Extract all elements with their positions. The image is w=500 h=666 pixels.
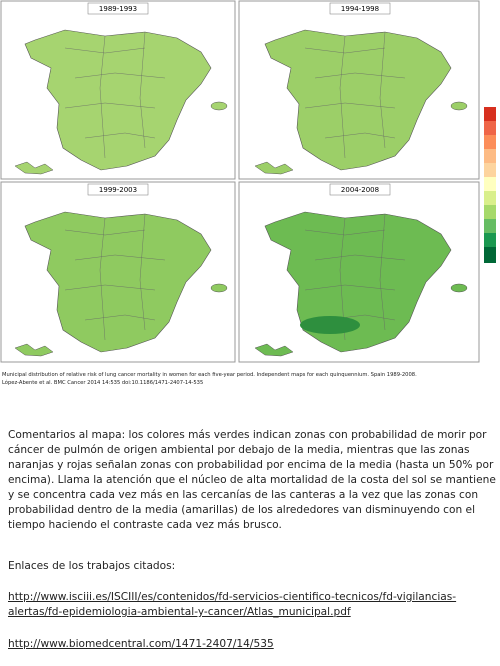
comment-line: encima). Llama la atención que el núcleo… xyxy=(8,474,496,486)
comment-line: cáncer de pulmón de origen ambiental por… xyxy=(8,444,470,456)
color-legend xyxy=(484,107,496,263)
comment-line: tiempo haciendo el contraste cada vez má… xyxy=(8,519,282,531)
comment-line: y se concentra cada vez más en las cerca… xyxy=(8,489,479,501)
maps-figure: 1989-1993 1994-1998 1999-2003 2004-2008 xyxy=(0,0,496,363)
panel-title: 1999-2003 xyxy=(99,186,137,194)
map-panel: 1989-1993 xyxy=(0,0,236,180)
link[interactable]: alertas/fd-epidemiologia-ambiental-y-can… xyxy=(8,606,351,618)
comment-line: probabilidad dentro de la media (amarill… xyxy=(8,504,476,516)
map-panel: 1999-2003 xyxy=(0,181,236,363)
comment-line: Comentarios al mapa: los colores más ver… xyxy=(8,429,487,441)
link[interactable]: http://www.biomedcentral.com/1471-2407/1… xyxy=(8,638,274,650)
map-panel: 1994-1998 xyxy=(238,0,480,180)
caption: López-Abente et al. BMC Cancer 2014 14:5… xyxy=(2,380,204,386)
caption: Municipal distribution of relative risk … xyxy=(2,372,417,378)
panel-title: 2004-2008 xyxy=(341,186,379,194)
panel-title: 1994-1998 xyxy=(341,5,379,13)
panel-title: 1989-1993 xyxy=(99,5,137,13)
map-panel: 2004-2008 xyxy=(238,181,480,363)
link[interactable]: http://www.isciii.es/ISCIII/es/contenido… xyxy=(8,591,457,603)
links-heading: Enlaces de los trabajos citados: xyxy=(8,560,176,572)
comment-line: naranjas y rojas señalan zonas con proba… xyxy=(8,459,494,471)
